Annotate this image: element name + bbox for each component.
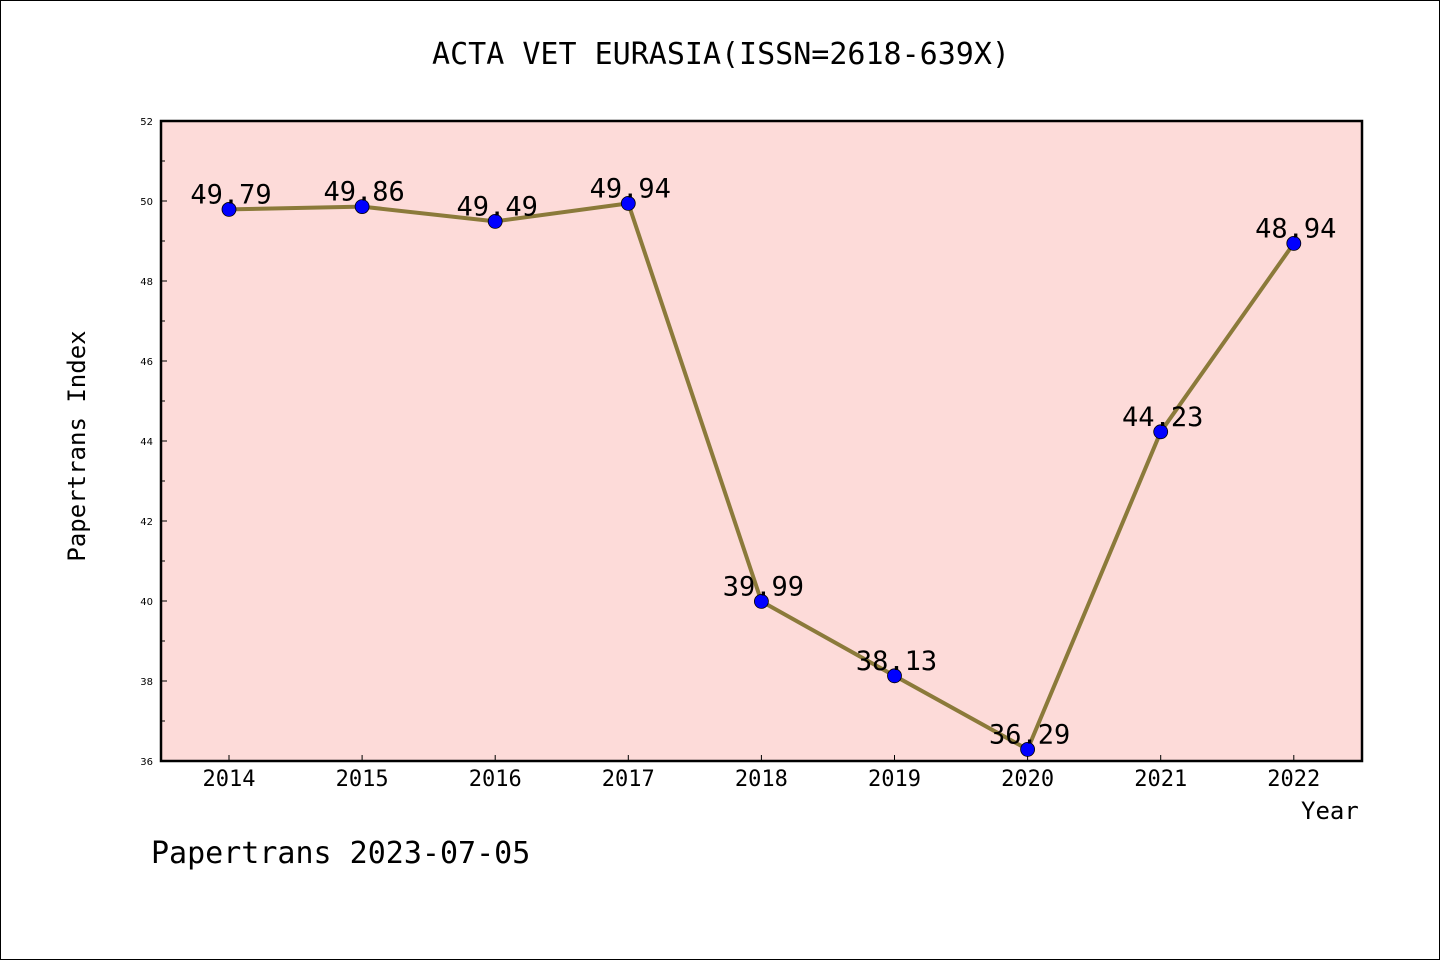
plot-border: [159, 119, 1364, 763]
x-tick-label: 2017: [602, 767, 655, 792]
y-tick-label: 36: [140, 757, 153, 768]
y-tick-label: 48: [140, 277, 153, 288]
x-tick-label: 2020: [1001, 767, 1054, 792]
x-tick-label: 2021: [1134, 767, 1187, 792]
footer-note: Papertrans 2023-07-05: [151, 836, 531, 871]
data-label: 38.13: [856, 646, 937, 677]
data-point: [221, 201, 237, 217]
data-label: 49.79: [190, 179, 271, 210]
data-point: [887, 668, 902, 684]
data-point: [1153, 424, 1169, 440]
data-label: 36.29: [989, 719, 1070, 750]
data-label: 39.99: [723, 571, 804, 602]
y-tick-label: 40: [140, 597, 153, 608]
data-label: 44.23: [1122, 402, 1203, 433]
plot-area: [161, 121, 1362, 761]
data-point: [487, 213, 503, 229]
data-point: [620, 195, 636, 211]
x-tick-label: 2019: [868, 767, 921, 792]
y-tick-label: 50: [140, 197, 153, 208]
x-tick-label: 2022: [1267, 767, 1320, 792]
x-tick-label: 2016: [469, 767, 522, 792]
x-tick-label: 2018: [735, 767, 788, 792]
data-label: 49.49: [457, 191, 538, 222]
data-label: 48.94: [1255, 213, 1336, 244]
y-tick-label: 42: [140, 517, 153, 528]
y-tick-label: 44: [140, 437, 153, 448]
data-point: [1286, 235, 1302, 251]
y-tick-label: 52: [140, 117, 153, 128]
chart-title: ACTA VET EURASIA(ISSN=2618-639X): [432, 37, 1010, 72]
data-label: 49.94: [590, 173, 671, 204]
data-point: [754, 594, 769, 609]
data-point: [354, 199, 370, 215]
x-axis-label: Year: [1301, 797, 1359, 825]
data-label: 49.86: [323, 177, 404, 208]
y-tick-label: 46: [140, 357, 153, 368]
x-tick-label: 2015: [336, 767, 389, 792]
data-point: [1020, 742, 1035, 757]
x-tick-label: 2014: [203, 767, 256, 792]
y-tick-label: 38: [140, 677, 153, 688]
